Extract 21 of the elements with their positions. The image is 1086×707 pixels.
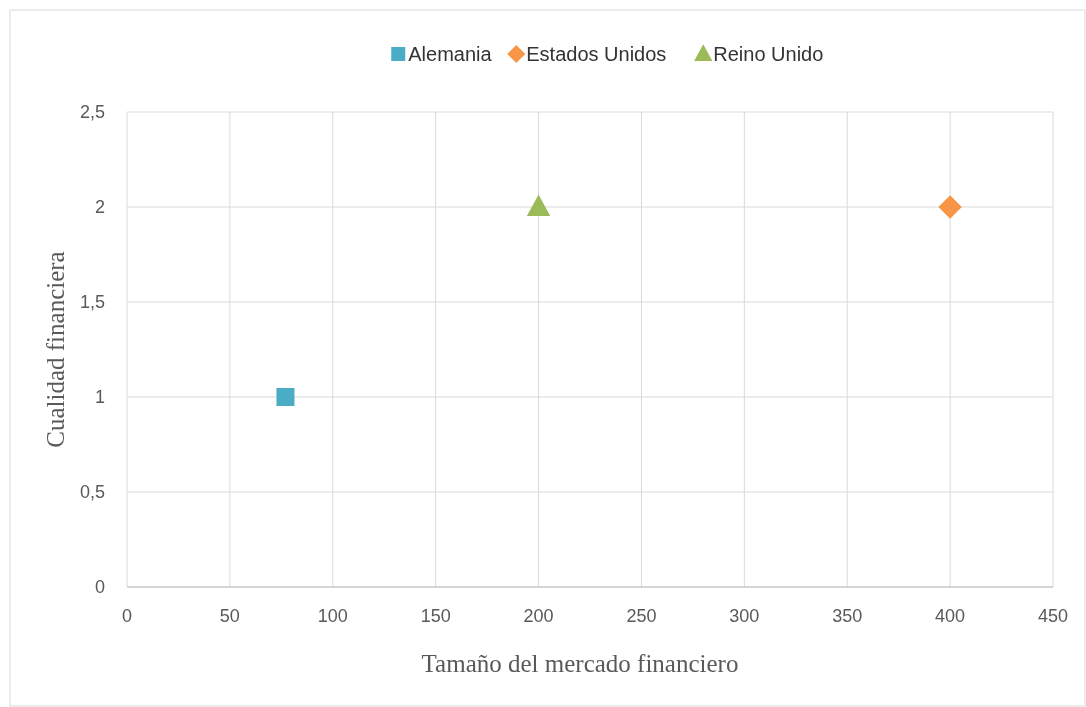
x-tick-label: 350 [832, 606, 863, 626]
x-tick-label: 50 [219, 606, 240, 626]
legend-label: Estados Unidos [526, 43, 667, 65]
x-axis-title: Tamaño del mercado financiero [421, 650, 739, 677]
x-tick-label: 150 [420, 606, 451, 626]
y-tick-label: 1,5 [79, 292, 105, 312]
y-tick-label: 2,5 [79, 102, 105, 122]
legend-label: Reino Unido [713, 43, 824, 65]
x-tick-label: 250 [626, 606, 657, 626]
x-tick-label: 0 [121, 606, 133, 626]
x-tick-label: 200 [523, 606, 554, 626]
y-tick-label: 2 [94, 197, 105, 217]
x-tick-label: 100 [317, 606, 348, 626]
x-tick-label: 400 [935, 606, 966, 626]
x-tick-label: 300 [729, 606, 760, 626]
y-tick-label: 0,5 [79, 482, 105, 502]
y-tick-label: 1 [94, 387, 105, 407]
y-axis-title: Cualidad financiera [42, 251, 69, 448]
x-tick-label: 450 [1037, 606, 1069, 626]
y-tick-label: 0 [94, 577, 105, 597]
legend-label: Alemania [408, 43, 493, 65]
